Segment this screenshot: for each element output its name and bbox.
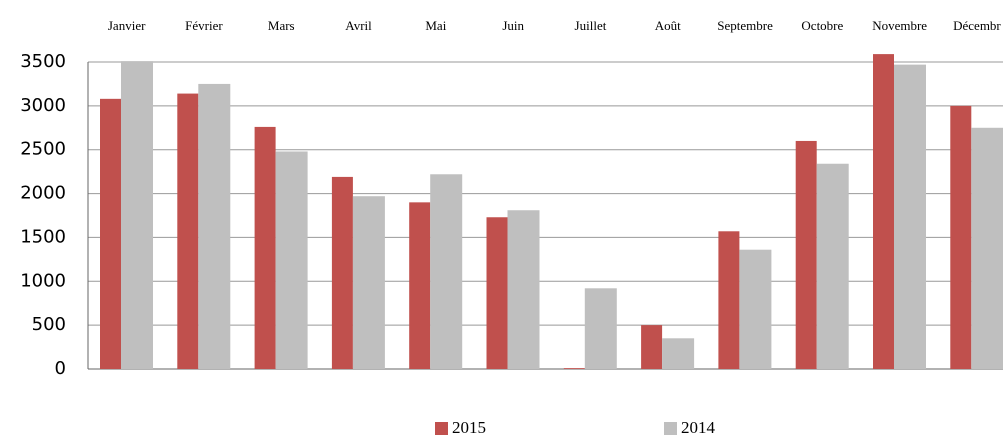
bar [662, 338, 695, 369]
x-tick-label: Janvier [108, 18, 146, 33]
x-tick-label: Juillet [575, 18, 607, 33]
x-tick-label: Octobre [801, 18, 843, 33]
bar [718, 231, 740, 369]
bar [121, 61, 153, 369]
legend-swatch [664, 422, 677, 435]
bar [254, 126, 276, 369]
bar [641, 325, 663, 369]
bar [352, 196, 385, 369]
bar [486, 217, 508, 369]
x-tick-label: Décembr [953, 18, 1001, 33]
y-tick-label: 2500 [20, 139, 66, 160]
bar [873, 54, 894, 369]
bar [950, 105, 972, 369]
bar [816, 163, 849, 369]
bar [275, 151, 308, 369]
bar [177, 93, 199, 369]
legend-swatch [435, 422, 448, 435]
y-tick-label: 1000 [20, 270, 66, 291]
x-tick-label: Juin [502, 18, 524, 33]
bar [430, 174, 463, 369]
x-tick-label: Septembre [717, 18, 773, 33]
bar [971, 127, 1003, 370]
y-tick-label: 1500 [20, 226, 66, 247]
x-tick-label: Août [655, 18, 681, 33]
bar [795, 140, 817, 369]
x-tick-label: Novembre [872, 18, 927, 33]
bar [409, 202, 431, 369]
y-tick-label: 0 [55, 358, 66, 379]
legend-label: 2014 [681, 418, 716, 435]
legend-label: 2015 [452, 418, 486, 435]
bar [563, 368, 585, 369]
x-tick-label: Mai [425, 18, 446, 33]
x-tick-label: Avril [345, 18, 372, 33]
y-tick-label: 2000 [20, 183, 66, 204]
bar [198, 83, 231, 369]
x-tick-label: Février [185, 18, 223, 33]
y-tick-label: 500 [32, 314, 66, 335]
bar [331, 176, 353, 369]
bar [739, 249, 772, 369]
y-tick-label: 3500 [20, 51, 66, 72]
bar [894, 64, 926, 369]
x-tick-label: Mars [268, 18, 295, 33]
bar [584, 288, 617, 369]
bar [507, 210, 540, 369]
y-tick-label: 3000 [20, 95, 66, 116]
bar [100, 98, 121, 369]
